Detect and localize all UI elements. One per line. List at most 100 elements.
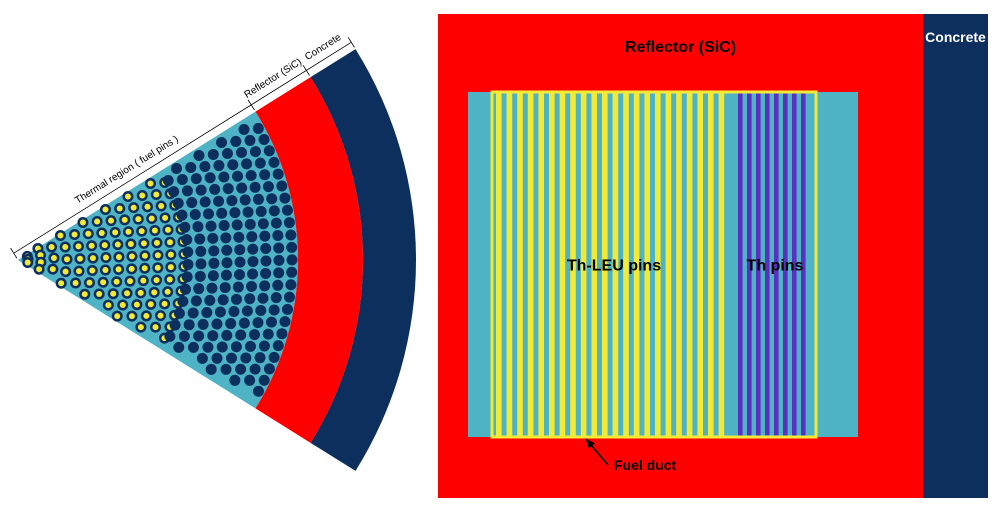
fuel-pin bbox=[182, 259, 193, 270]
fuel-pin bbox=[260, 255, 271, 266]
fuel-pin bbox=[239, 318, 250, 329]
thleu-label: Th-LEU pins bbox=[567, 258, 661, 275]
fuel-pin bbox=[258, 293, 269, 304]
fuel-pin bbox=[207, 330, 218, 341]
fuel-pin bbox=[269, 304, 280, 315]
fuel-pin bbox=[282, 304, 293, 315]
fuel-pin bbox=[87, 265, 98, 276]
fuel-pin bbox=[220, 282, 231, 293]
fuel-pin bbox=[47, 264, 58, 275]
fuel-pin bbox=[285, 279, 296, 290]
fuel-pin bbox=[266, 193, 277, 204]
fuel-pin bbox=[100, 252, 111, 263]
fuel-pin bbox=[232, 219, 243, 230]
fuel-pin bbox=[131, 299, 142, 310]
fuel-pin bbox=[141, 310, 152, 321]
fuel-pin bbox=[253, 194, 264, 205]
fuel-pin bbox=[223, 183, 234, 194]
fuel-pin bbox=[271, 292, 282, 303]
fuel-pin bbox=[207, 233, 218, 244]
fuel-pin bbox=[217, 341, 228, 352]
fuel-pin bbox=[73, 266, 84, 277]
fuel-pin bbox=[233, 282, 244, 293]
fuel-pin bbox=[151, 237, 162, 248]
fuel-pin bbox=[202, 342, 213, 353]
fuel-pin bbox=[156, 201, 167, 212]
fuel-pin bbox=[163, 175, 174, 186]
fuel-pin bbox=[173, 342, 184, 353]
fuel-pin bbox=[256, 206, 267, 217]
fuel-pin bbox=[235, 330, 246, 341]
fuel-pin bbox=[233, 232, 244, 243]
fuel-pin bbox=[119, 214, 130, 225]
fuel-pin bbox=[255, 352, 266, 363]
fuel-pin bbox=[206, 221, 217, 232]
fuel-pin bbox=[252, 317, 263, 328]
fuel-pin bbox=[208, 245, 219, 256]
fuel-pin bbox=[113, 251, 124, 262]
fuel-pin bbox=[221, 257, 232, 268]
fuel-pin bbox=[83, 228, 94, 239]
fuel-pin bbox=[182, 271, 193, 282]
fuel-pin bbox=[123, 226, 134, 237]
fuel-pin bbox=[235, 364, 246, 375]
fuel-pin bbox=[106, 215, 117, 226]
fuel-pin bbox=[162, 286, 173, 297]
fuel-pin bbox=[182, 185, 193, 196]
fuel-pin bbox=[240, 352, 251, 363]
fuel-pin bbox=[46, 242, 57, 253]
fuel-pin bbox=[194, 233, 205, 244]
fuel-pin bbox=[135, 287, 146, 298]
fuel-pin bbox=[221, 245, 232, 256]
fuel-pin bbox=[273, 255, 284, 266]
fuel-pin bbox=[266, 317, 277, 328]
region-tick bbox=[303, 65, 309, 75]
fuel-pin bbox=[111, 276, 122, 287]
fuel-pin bbox=[272, 280, 283, 291]
fuel-pin bbox=[185, 162, 196, 173]
region-tick bbox=[11, 248, 17, 258]
th-label: Th pins bbox=[747, 258, 804, 275]
fuel-pin bbox=[126, 251, 137, 262]
fuel-pin bbox=[113, 264, 124, 275]
fuel-pin bbox=[152, 250, 163, 261]
fuel-pin bbox=[282, 205, 293, 216]
fuel-pin bbox=[279, 316, 290, 327]
fuel-pin bbox=[286, 267, 297, 278]
fuel-pin bbox=[190, 209, 201, 220]
fuel-pin bbox=[206, 364, 217, 375]
fuel-pin bbox=[250, 182, 261, 193]
fuel-pin bbox=[152, 262, 163, 273]
fuel-pin bbox=[259, 231, 270, 242]
fuel-pin bbox=[231, 341, 242, 352]
concrete-label: Concrete bbox=[925, 29, 986, 45]
fuel-pin bbox=[259, 280, 270, 291]
fuel-pin bbox=[226, 195, 237, 206]
fuel-pin bbox=[244, 375, 255, 386]
fuel-pin bbox=[77, 217, 88, 228]
fuel-pin bbox=[48, 252, 59, 263]
fuel-pin bbox=[221, 364, 232, 375]
fuel-pin bbox=[179, 222, 190, 233]
fuel-pin bbox=[269, 205, 280, 216]
fuel-pin bbox=[125, 238, 136, 249]
fuel-pin bbox=[103, 300, 114, 311]
fuel-pin bbox=[160, 212, 171, 223]
fuel-pin bbox=[126, 311, 137, 322]
fuel-pin bbox=[193, 150, 204, 161]
fuel-pin bbox=[240, 194, 251, 205]
fuel-pin bbox=[211, 318, 222, 329]
fuel-pin bbox=[206, 283, 217, 294]
fuel-pin bbox=[286, 254, 297, 265]
fuel-pin bbox=[112, 311, 123, 322]
fuel-pin bbox=[242, 306, 253, 317]
fuel-pin bbox=[61, 254, 72, 265]
fuel-pin bbox=[250, 364, 261, 375]
fuel-pin bbox=[159, 298, 170, 309]
fuel-pin bbox=[198, 319, 209, 330]
fuel-pin bbox=[170, 320, 181, 331]
fuel-pin bbox=[236, 147, 247, 158]
fuel-pin bbox=[87, 253, 98, 264]
fuel-pin bbox=[247, 256, 258, 267]
fuel-pin bbox=[239, 124, 250, 135]
